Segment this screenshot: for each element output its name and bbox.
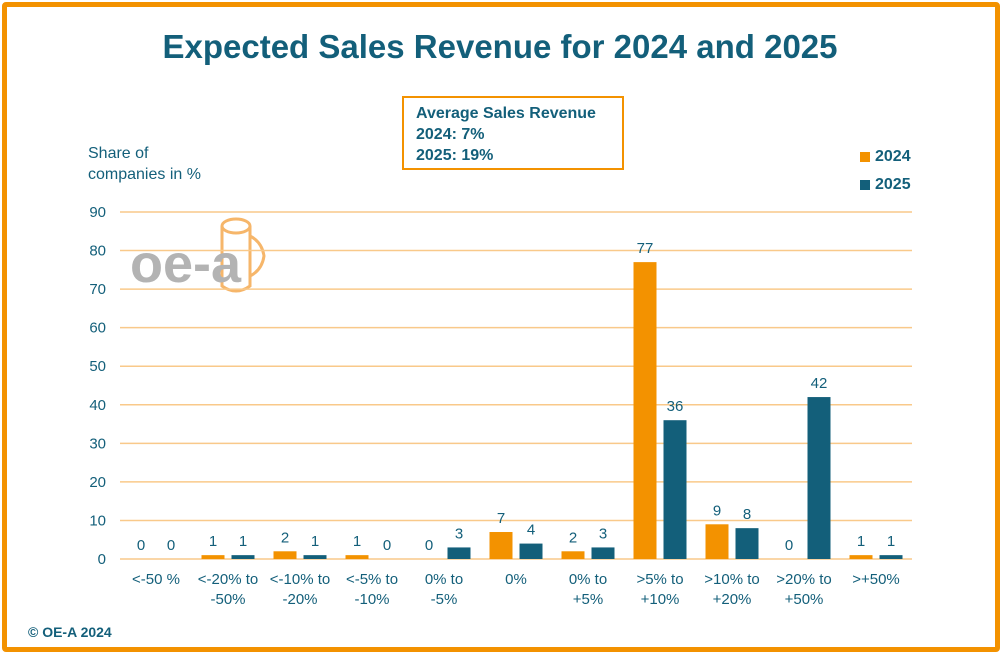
average-revenue-2024: 2024: 7% <box>416 126 485 143</box>
x-tick-label: -10% <box>354 591 389 608</box>
x-tick-label: 0% <box>505 571 527 588</box>
legend-label-2024: 2024 <box>875 148 911 165</box>
data-label-2025: 3 <box>599 525 607 542</box>
y-tick-label: 70 <box>89 281 106 298</box>
x-tick-label: >5% to <box>636 571 683 588</box>
bar-2024 <box>705 524 729 559</box>
x-tick-label: +50% <box>785 591 824 608</box>
logo-text: oe-a <box>130 234 242 294</box>
data-label-2024: 9 <box>713 502 721 519</box>
bar-2025 <box>663 420 687 559</box>
bar-2024 <box>849 555 873 559</box>
y-tick-label: 10 <box>89 512 106 529</box>
data-label-2025: 3 <box>455 525 463 542</box>
x-tick-label: <-10% to <box>270 571 330 588</box>
data-label-2025: 4 <box>527 522 535 539</box>
y-tick-label: 40 <box>89 397 106 414</box>
bar-2025 <box>519 543 543 559</box>
x-tick-label: 0% to <box>569 571 607 588</box>
bar-2025 <box>447 547 471 559</box>
legend: 2024 2025 <box>860 143 911 199</box>
oe-a-logo-icon: oe-a <box>130 217 266 294</box>
x-tick-label: +20% <box>713 591 752 608</box>
x-tick-label: -5% <box>431 591 458 608</box>
x-tick-label: -20% <box>282 591 317 608</box>
y-tick-label: 20 <box>89 474 106 491</box>
data-label-2025: 42 <box>811 375 828 392</box>
y-axis-label-line1: Share of <box>88 145 149 162</box>
bar-2025 <box>807 397 831 559</box>
bar-2025 <box>591 547 615 559</box>
bar-2024 <box>345 555 369 559</box>
legend-swatch-2024 <box>860 152 870 162</box>
x-tick-label: 0% to <box>425 571 463 588</box>
bar-2024 <box>273 551 297 559</box>
bar-2024 <box>201 555 225 559</box>
y-tick-label: 60 <box>89 320 106 337</box>
bar-2025 <box>231 555 255 559</box>
average-revenue-2025: 2025: 19% <box>416 147 494 164</box>
data-label-2025: 8 <box>743 506 751 523</box>
legend-swatch-2025 <box>860 180 870 190</box>
bar-2024 <box>633 262 657 559</box>
average-revenue-heading: Average Sales Revenue <box>416 105 596 122</box>
y-tick-label: 0 <box>98 551 106 568</box>
data-label-2024: 1 <box>857 533 865 550</box>
y-tick-label: 50 <box>89 358 106 375</box>
legend-item-2025: 2025 <box>860 171 911 199</box>
x-tick-label: >20% to <box>776 571 831 588</box>
data-label-2024: 0 <box>785 537 793 554</box>
bar-2025 <box>303 555 327 559</box>
x-tick-label: <-50 % <box>132 571 180 588</box>
data-label-2025: 1 <box>239 533 247 550</box>
x-tick-label: <-5% to <box>346 571 398 588</box>
legend-item-2024: 2024 <box>860 143 911 171</box>
x-tick-label: >10% to <box>704 571 759 588</box>
data-label-2024: 7 <box>497 510 505 527</box>
bar-2024 <box>489 532 513 559</box>
data-label-2025: 1 <box>311 533 319 550</box>
data-label-2024: 0 <box>137 537 145 554</box>
y-tick-label: 80 <box>89 243 106 260</box>
bar-2025 <box>879 555 903 559</box>
copyright: © OE-A 2024 <box>28 624 112 640</box>
data-label-2025: 1 <box>887 533 895 550</box>
x-tick-label: <-20% to <box>198 571 258 588</box>
x-tick-label: +10% <box>641 591 680 608</box>
legend-label-2025: 2025 <box>875 176 911 193</box>
x-tick-label: -50% <box>210 591 245 608</box>
chart-title: Expected Sales Revenue for 2024 and 2025 <box>162 28 838 65</box>
data-label-2024: 0 <box>425 537 433 554</box>
data-label-2025: 0 <box>383 537 391 554</box>
data-label-2024: 77 <box>637 240 654 257</box>
data-label-2024: 1 <box>353 533 361 550</box>
average-revenue-box: Average Sales Revenue 2024: 7% 2025: 19% <box>402 96 624 170</box>
y-axis-label-line2: companies in % <box>88 166 201 183</box>
data-label-2024: 1 <box>209 533 217 550</box>
data-label-2025: 36 <box>667 398 684 415</box>
x-tick-label: +5% <box>573 591 603 608</box>
data-label-2025: 0 <box>167 537 175 554</box>
y-tick-label: 30 <box>89 435 106 452</box>
data-label-2024: 2 <box>569 529 577 546</box>
y-axis-label: Share of companies in % <box>88 143 201 185</box>
bar-2025 <box>735 528 759 559</box>
bar-2024 <box>561 551 585 559</box>
y-tick-label: 90 <box>89 204 106 221</box>
x-tick-label: >+50% <box>852 571 900 588</box>
data-label-2024: 2 <box>281 529 289 546</box>
